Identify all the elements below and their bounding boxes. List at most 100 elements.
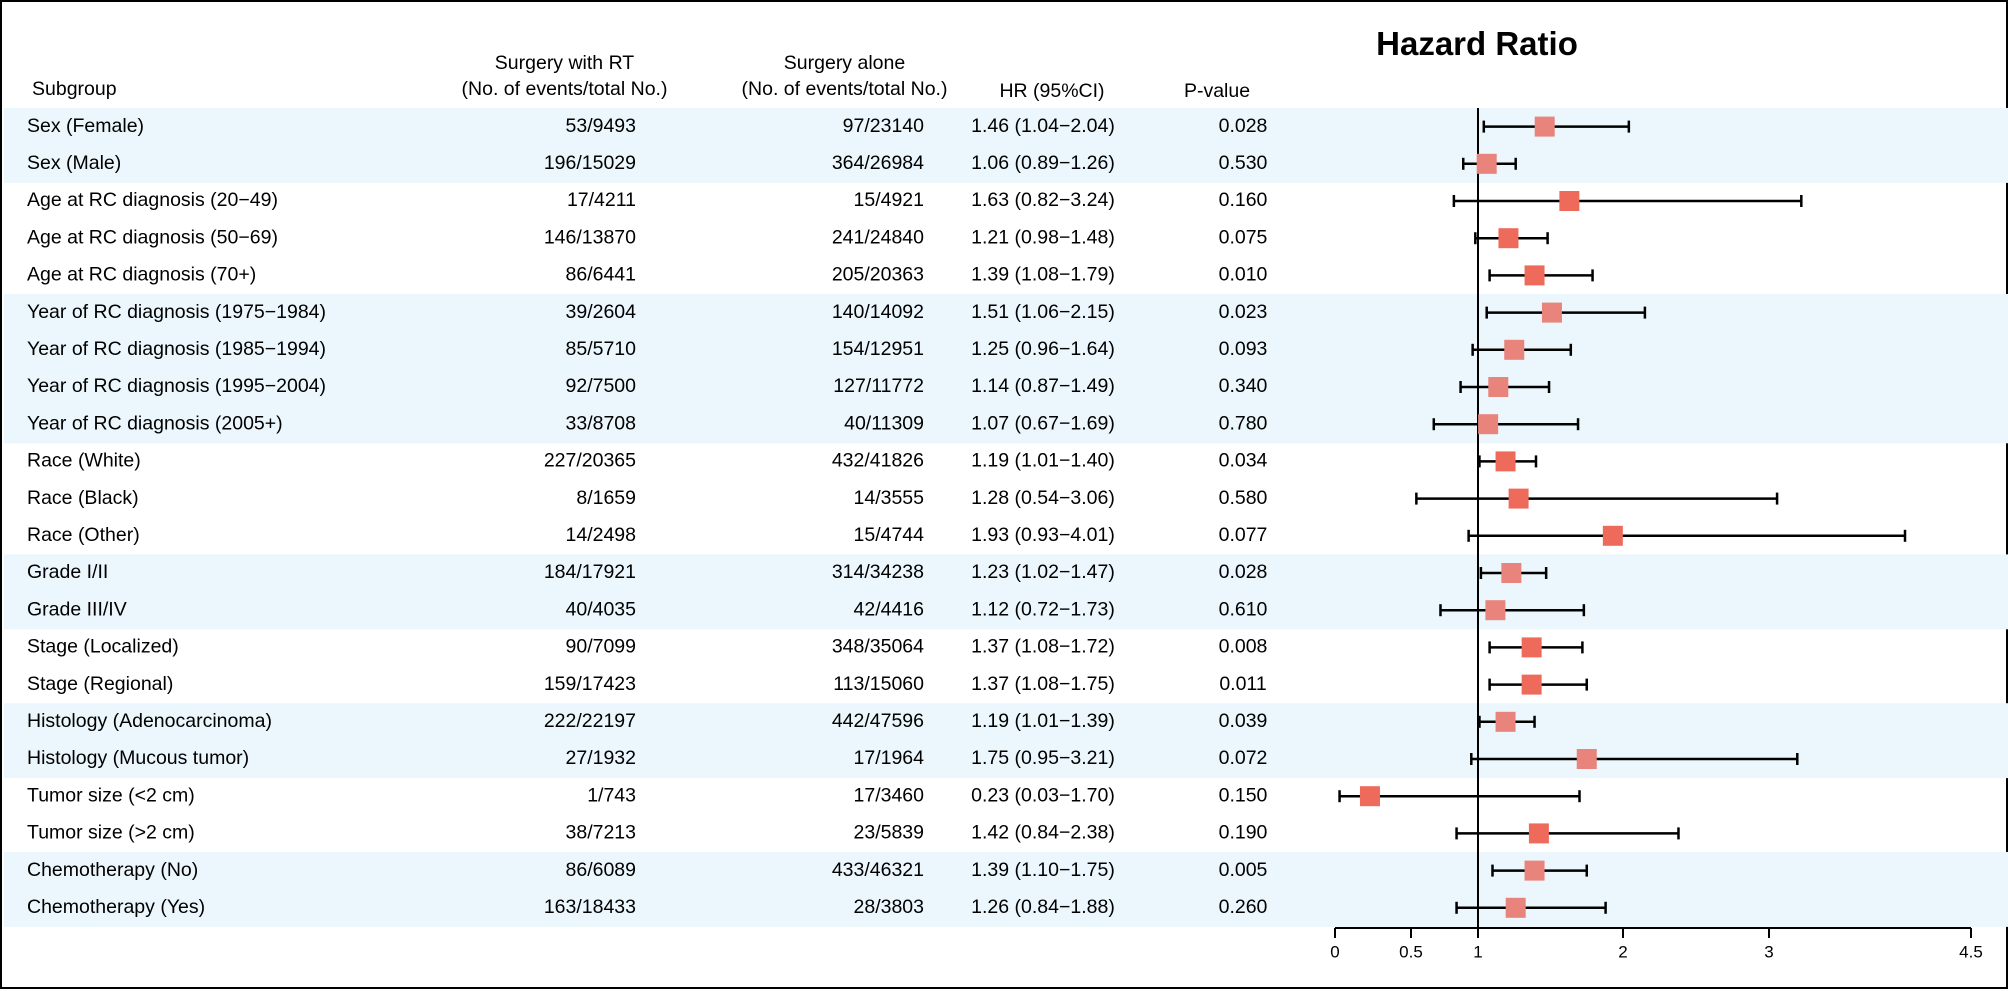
rt-events-value: 38/7213 bbox=[566, 822, 637, 844]
hr-ci-value: 1.25 (0.96−1.64) bbox=[971, 338, 1115, 360]
hr-ci-value: 1.37 (1.08−1.72) bbox=[971, 636, 1115, 658]
subgroup-label: Race (Black) bbox=[27, 487, 139, 509]
hr-ci-value: 1.39 (1.08−1.79) bbox=[971, 264, 1115, 286]
hr-point bbox=[1521, 637, 1542, 658]
subgroup-label: Sex (Female) bbox=[27, 115, 144, 137]
row-band bbox=[4, 331, 2008, 369]
p-value: 0.190 bbox=[1219, 822, 1268, 844]
p-value: 0.580 bbox=[1219, 487, 1268, 509]
rt-events-value: 8/1659 bbox=[576, 487, 636, 509]
hr-ci-value: 1.63 (0.82−3.24) bbox=[971, 189, 1115, 211]
rt-events-value: 14/2498 bbox=[566, 524, 637, 546]
hr-point bbox=[1495, 451, 1516, 472]
hr-ci-value: 1.42 (0.84−2.38) bbox=[971, 822, 1115, 844]
p-value: 0.075 bbox=[1219, 226, 1268, 248]
rt-events-value: 1/743 bbox=[587, 784, 636, 806]
alone-events-value: 42/4416 bbox=[854, 598, 925, 620]
rt-events-value: 86/6089 bbox=[566, 859, 637, 881]
header-p-value: P-value bbox=[1183, 80, 1251, 102]
rt-events-value: 33/8708 bbox=[566, 412, 637, 434]
subgroup-label: Age at RC diagnosis (50−69) bbox=[27, 226, 278, 248]
alone-events-value: 17/1964 bbox=[854, 747, 925, 769]
p-value: 0.530 bbox=[1219, 152, 1268, 174]
alone-events-value: 28/3803 bbox=[854, 896, 925, 918]
alone-events-value: 23/5839 bbox=[854, 822, 925, 844]
hr-ci-value: 1.51 (1.06−2.15) bbox=[971, 301, 1115, 323]
header-surgery-alone-line1: Surgery alone bbox=[783, 52, 906, 74]
hr-ci-value: 1.39 (1.10−1.75) bbox=[971, 859, 1115, 881]
p-value: 0.093 bbox=[1219, 338, 1268, 360]
subgroup-label: Sex (Male) bbox=[27, 152, 121, 174]
hr-point bbox=[1488, 377, 1509, 397]
alone-events-value: 205/20363 bbox=[832, 264, 924, 286]
hr-point bbox=[1505, 897, 1526, 918]
rt-events-value: 163/18433 bbox=[544, 896, 636, 918]
hr-ci-value: 1.23 (1.02−1.47) bbox=[971, 561, 1115, 583]
rt-events-value: 222/22197 bbox=[544, 710, 636, 732]
subgroup-label: Age at RC diagnosis (70+) bbox=[27, 264, 256, 286]
rt-events-value: 27/1932 bbox=[566, 747, 637, 769]
hr-point bbox=[1534, 116, 1555, 137]
p-value: 0.034 bbox=[1219, 450, 1268, 472]
header-surgery-alone: Surgery alone (No. of events/total No.) bbox=[702, 50, 987, 102]
p-value: 0.028 bbox=[1219, 115, 1268, 137]
row-band bbox=[4, 889, 2008, 927]
subgroup-label: Grade I/II bbox=[27, 561, 108, 583]
p-value: 0.008 bbox=[1219, 636, 1268, 658]
p-value: 0.072 bbox=[1219, 747, 1268, 769]
alone-events-value: 127/11772 bbox=[833, 375, 924, 397]
p-value: 0.010 bbox=[1219, 264, 1268, 286]
chart-title: Hazard Ratio bbox=[1376, 25, 1578, 62]
alone-events-value: 364/26984 bbox=[832, 152, 924, 174]
p-value: 0.610 bbox=[1219, 598, 1268, 620]
alone-events-value: 17/3460 bbox=[854, 784, 925, 806]
subgroup-label: Age at RC diagnosis (20−49) bbox=[27, 189, 278, 211]
subgroup-label: Stage (Localized) bbox=[27, 636, 179, 658]
subgroup-label: Year of RC diagnosis (1995−2004) bbox=[27, 375, 326, 397]
hr-ci-value: 1.19 (1.01−1.40) bbox=[971, 450, 1115, 472]
hr-point bbox=[1501, 563, 1522, 583]
hr-point bbox=[1476, 153, 1497, 174]
rt-events-value: 184/17921 bbox=[544, 561, 636, 583]
row-band bbox=[4, 405, 2008, 444]
alone-events-value: 348/35064 bbox=[832, 636, 924, 658]
subgroup-label: Chemotherapy (Yes) bbox=[27, 896, 205, 918]
row-band bbox=[4, 108, 2008, 146]
subgroup-label: Race (Other) bbox=[27, 524, 140, 546]
hr-ci-value: 1.28 (0.54−3.06) bbox=[971, 487, 1115, 509]
subgroup-label: Year of RC diagnosis (1975−1984) bbox=[27, 301, 326, 323]
subgroup-label: Chemotherapy (No) bbox=[27, 859, 198, 881]
p-value: 0.340 bbox=[1219, 375, 1268, 397]
header-surgery-with-rt: Surgery with RT (No. of events/total No.… bbox=[422, 50, 707, 102]
p-value: 0.039 bbox=[1219, 710, 1268, 732]
rt-events-value: 17/4211 bbox=[567, 189, 636, 211]
x-tick-label: 3 bbox=[1764, 942, 1773, 961]
rt-events-value: 92/7500 bbox=[566, 375, 637, 397]
x-tick-label: 2 bbox=[1618, 942, 1627, 961]
p-value: 0.077 bbox=[1219, 524, 1268, 546]
p-value: 0.780 bbox=[1219, 412, 1268, 434]
subgroup-label: Year of RC diagnosis (1985−1994) bbox=[27, 338, 326, 360]
alone-events-value: 97/23140 bbox=[843, 115, 924, 137]
hr-point bbox=[1524, 265, 1545, 286]
alone-events-value: 154/12951 bbox=[832, 338, 924, 360]
alone-events-value: 433/46321 bbox=[832, 859, 924, 881]
row-band bbox=[4, 294, 2008, 332]
p-value: 0.028 bbox=[1219, 561, 1268, 583]
x-tick-label: 0.5 bbox=[1399, 942, 1423, 961]
rt-events-value: 146/13870 bbox=[544, 226, 636, 248]
row-band bbox=[4, 368, 2008, 407]
subgroup-label: Race (White) bbox=[27, 450, 141, 472]
alone-events-value: 314/34238 bbox=[832, 561, 924, 583]
row-band bbox=[4, 145, 2008, 183]
hr-ci-value: 1.06 (0.89−1.26) bbox=[971, 152, 1115, 174]
rt-events-value: 196/15029 bbox=[544, 152, 636, 174]
alone-events-value: 442/47596 bbox=[832, 710, 924, 732]
hr-ci-value: 1.46 (1.04−2.04) bbox=[971, 115, 1115, 137]
row-band bbox=[4, 554, 2008, 593]
hr-ci-value: 1.12 (0.72−1.73) bbox=[971, 598, 1115, 620]
hr-ci-value: 1.26 (0.84−1.88) bbox=[971, 896, 1115, 918]
rt-events-value: 85/5710 bbox=[566, 338, 637, 360]
subgroup-label: Year of RC diagnosis (2005+) bbox=[27, 412, 283, 434]
rt-events-value: 227/20365 bbox=[544, 450, 636, 472]
